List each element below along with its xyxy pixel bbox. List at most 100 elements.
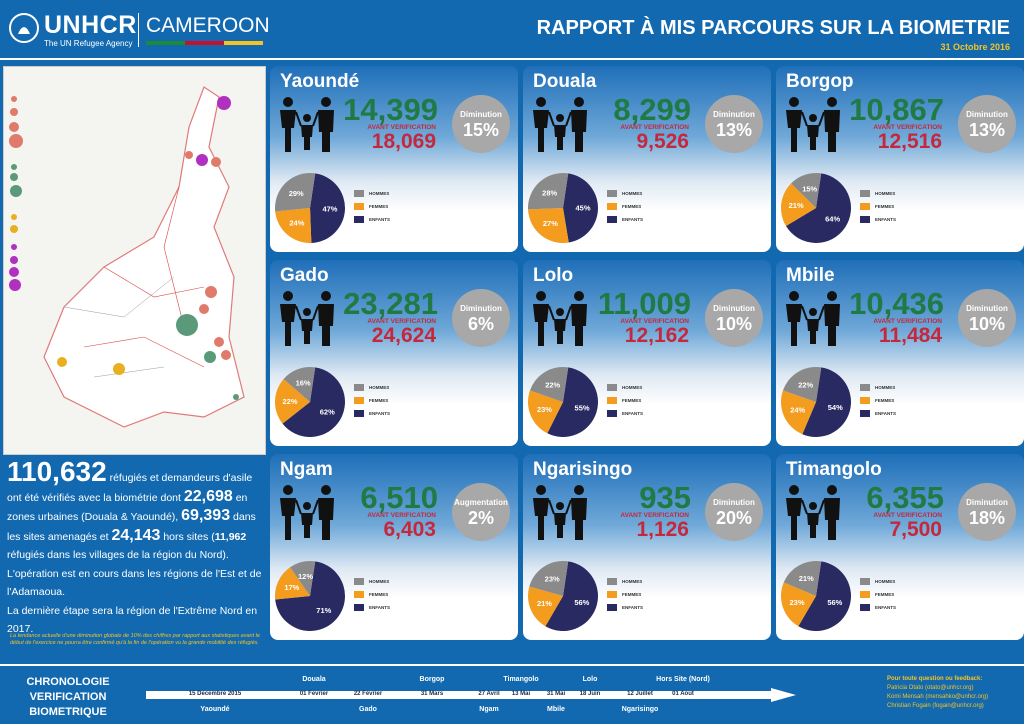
- timeline-title: CHRONOLOGIE VERIFICATION BIOMETRIQUE: [26, 676, 110, 718]
- flag-stripe: [146, 41, 263, 45]
- contact-block: Pour toute question ou feedback: Patrici…: [887, 675, 988, 711]
- legend-item-femmes: FEMMES: [860, 395, 896, 406]
- change-badge: Augmentation 2%: [452, 483, 510, 541]
- map-legend: [9, 96, 23, 291]
- pie-label-enfants: 71%: [316, 606, 331, 615]
- legend-label-femmes: FEMMES: [369, 398, 389, 403]
- demographic-pie: 54% 24% 22%: [781, 367, 851, 437]
- family-icon: [786, 97, 840, 152]
- timeline-site-bottom: Gado: [359, 706, 377, 713]
- villages-count: 11,962: [214, 530, 247, 543]
- change-value: 6%: [467, 314, 494, 334]
- pie-slice-hommes: [528, 173, 569, 210]
- pie-legend: HOMMES FEMMES ENFANTS: [607, 382, 643, 421]
- pie-label-hommes: 22%: [545, 380, 560, 389]
- legend-swatch-enfants: [354, 216, 364, 223]
- change-label: Diminution: [460, 110, 502, 119]
- before-verification-label: AVANT VERIFICATION: [620, 318, 689, 325]
- site-card: Borgop 10,867 AVANT VERIFICATION 12,516 Dimi…: [776, 66, 1024, 252]
- timeline-site-bottom: Yaoundé: [200, 706, 230, 713]
- change-value: 10%: [968, 314, 1006, 334]
- before-verification-label: AVANT VERIFICATION: [367, 318, 436, 325]
- verified-count: 23,281: [343, 286, 438, 321]
- timeline-site-bottom: Ngam: [479, 706, 499, 713]
- legend-item-hommes: HOMMES: [607, 188, 643, 199]
- change-badge: Diminution 15%: [452, 95, 510, 153]
- legend-swatch-enfants: [607, 410, 617, 417]
- timeline-date: 01 Fevrier: [299, 691, 329, 697]
- pie-slice-femmes: [275, 208, 312, 243]
- change-label: Diminution: [966, 110, 1008, 119]
- legend-item-femmes: FEMMES: [354, 201, 390, 212]
- site-card: Ngarisingo 935 AVANT VERIFICATION 1,126 Dimi…: [523, 454, 771, 640]
- timeline-site-top: Hors Site (Nord): [656, 676, 710, 683]
- legend-item-hommes: HOMMES: [607, 382, 643, 393]
- pie-label-hommes: 12%: [298, 572, 313, 581]
- change-badge: Diminution 10%: [705, 289, 763, 347]
- contact-line: Komi Mensah (mensahko@unhcr.org): [887, 694, 989, 700]
- legend-item-hommes: HOMMES: [354, 188, 390, 199]
- legend-label-femmes: FEMMES: [369, 592, 389, 597]
- site-card: Ngam 6,510 AVANT VERIFICATION 6,403 Augmenta…: [270, 454, 518, 640]
- timeline-date: 13 Mai: [511, 691, 531, 697]
- summary-text-4: hors sites (: [160, 530, 215, 543]
- family-icon: [786, 291, 840, 346]
- legend-label-enfants: ENFANTS: [622, 217, 644, 222]
- hors-sites-count: 24,143: [111, 526, 161, 544]
- legend-swatch-enfants: [354, 604, 364, 611]
- pie-slice-hommes: [290, 561, 316, 596]
- legend-swatch-hommes: [354, 384, 364, 391]
- change-value: 2%: [467, 508, 494, 528]
- legend-label-enfants: ENFANTS: [875, 605, 897, 610]
- pie-slice-femmes: [781, 582, 816, 627]
- pie-slice-enfants: [282, 367, 345, 437]
- pie-label-enfants: 56%: [574, 598, 589, 607]
- legend-swatch-femmes: [354, 203, 364, 210]
- legend-swatch-enfants: [860, 216, 870, 223]
- timeline-date: 27 Avril: [478, 691, 500, 697]
- pie-label-femmes: 24%: [790, 406, 805, 415]
- pie-slice-femmes: [528, 390, 563, 434]
- legend-item-femmes: FEMMES: [354, 395, 390, 406]
- pie-legend: HOMMES FEMMES ENFANTS: [354, 382, 390, 421]
- pie-label-hommes: 22%: [798, 380, 813, 389]
- site-name: Borgop: [786, 71, 854, 92]
- change-value: 20%: [715, 508, 753, 528]
- pie-label-hommes: 15%: [802, 185, 817, 194]
- timeline-date: 22 Février: [353, 691, 383, 697]
- verified-count: 935: [639, 480, 691, 515]
- legend-label-enfants: ENFANTS: [622, 411, 644, 416]
- pie-legend: HOMMES FEMMES ENFANTS: [354, 188, 390, 227]
- timeline-date: 18 Juin: [579, 691, 601, 697]
- site-name: Yaoundé: [280, 71, 360, 92]
- pie-legend: HOMMES FEMMES ENFANTS: [860, 188, 896, 227]
- pie-slice-enfants: [786, 173, 851, 244]
- timeline-site-top: Borgop: [419, 676, 445, 683]
- legend-item-femmes: FEMMES: [354, 589, 390, 600]
- pie-label-femmes: 17%: [284, 583, 299, 592]
- demographic-pie: 71% 17% 12%: [275, 561, 345, 631]
- timeline-bar: CHRONOLOGIE VERIFICATION BIOMETRIQUE 15 …: [0, 664, 1024, 724]
- legend-item-femmes: FEMMES: [860, 201, 896, 212]
- legend-item-hommes: HOMMES: [860, 576, 896, 587]
- country-name: CAMEROON: [146, 14, 270, 37]
- change-label: Diminution: [713, 304, 755, 313]
- legend-swatch-femmes: [354, 397, 364, 404]
- demographic-pie: 64% 21% 15%: [781, 173, 851, 244]
- legend-swatch-hommes: [607, 384, 617, 391]
- pie-slice-enfants: [275, 561, 345, 631]
- legend-label-femmes: FEMMES: [369, 204, 389, 209]
- legend-item-hommes: HOMMES: [860, 188, 896, 199]
- timeline-site-bottom: Ngarisingo: [621, 706, 659, 713]
- urban-count: 22,698: [183, 487, 233, 505]
- legend-label-femmes: FEMMES: [622, 398, 642, 403]
- timeline-date: 31 Mars: [420, 691, 444, 697]
- contact-line: Patricia Otato (otato@unhcr.org): [887, 685, 974, 691]
- site-card: Douala 8,299 AVANT VERIFICATION 9,526 Diminu…: [523, 66, 771, 252]
- legend-swatch-enfants: [860, 410, 870, 417]
- summary-text-5: réfugiés dans les villages de la région …: [7, 549, 262, 598]
- legend-swatch-femmes: [354, 591, 364, 598]
- before-count: 11,484: [878, 324, 942, 347]
- report-date: 31 Octobre 2016: [940, 42, 1010, 52]
- timeline-arrow: [146, 688, 796, 702]
